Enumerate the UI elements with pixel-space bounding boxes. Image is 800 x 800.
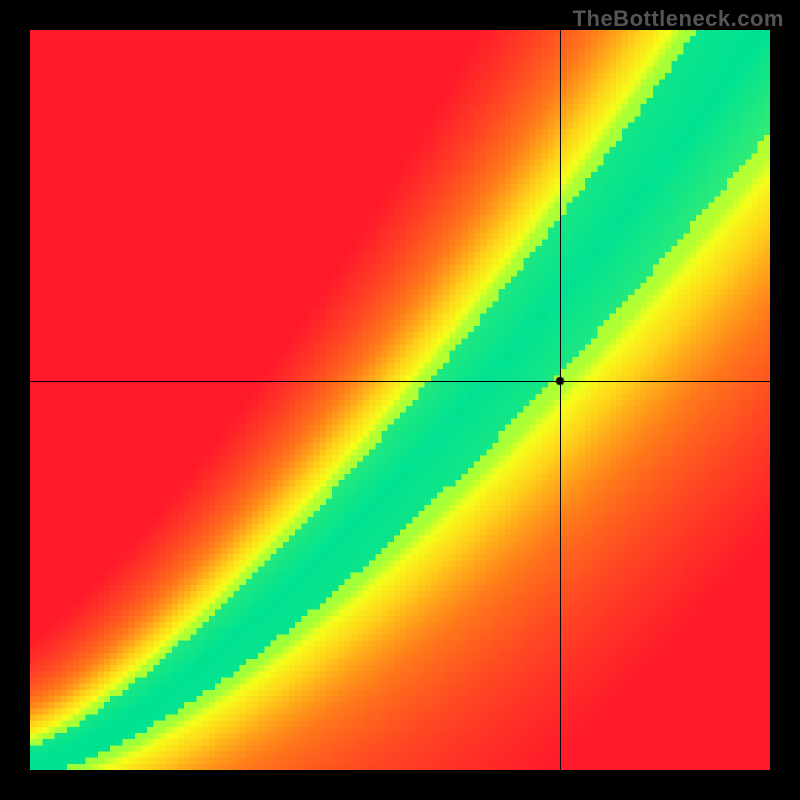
watermark-text: TheBottleneck.com	[573, 6, 784, 32]
crosshair-vertical-line	[560, 30, 561, 770]
crosshair-dot	[552, 373, 568, 389]
bottleneck-heatmap	[30, 30, 770, 770]
crosshair-horizontal-line	[30, 381, 770, 382]
